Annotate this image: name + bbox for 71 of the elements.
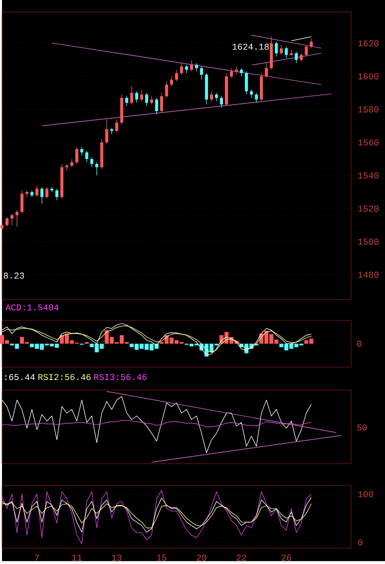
- candlestick: [180, 62, 184, 76]
- candlestick: [140, 89, 144, 102]
- y-tick-label: 1500: [358, 238, 379, 245]
- candlestick: [40, 186, 44, 204]
- candlestick: [304, 44, 308, 57]
- y-tick-label: 1540: [358, 172, 379, 179]
- x-tick-label: 22: [236, 554, 246, 561]
- candlestick: [175, 69, 178, 82]
- x-tick-label: 7: [34, 554, 39, 561]
- candlestick: [165, 81, 168, 98]
- text: RSI2:56.46: [38, 374, 91, 380]
- candlestick: [190, 60, 194, 72]
- text: 50: [357, 424, 367, 431]
- candlestick: [5, 216, 8, 228]
- annotation: 8.23: [4, 272, 24, 279]
- candlestick: [95, 162, 98, 176]
- candlestick: [220, 96, 223, 108]
- candlestick: [145, 92, 148, 106]
- line-series: [2, 490, 312, 544]
- candlestick: [264, 62, 268, 78]
- text: RSI3:56.46: [94, 374, 147, 380]
- chart-title: ACD:1.5404: [5, 304, 59, 310]
- candlestick: [230, 68, 233, 78]
- candlestick: [310, 38, 313, 49]
- y-tick-label: 1580: [358, 106, 379, 112]
- candlestick: [284, 46, 288, 58]
- candlestick: [135, 90, 138, 104]
- candlestick: [195, 62, 198, 72]
- line-series: [2, 497, 312, 533]
- x-tick-label: 13: [112, 554, 122, 561]
- candlestick: [75, 147, 78, 164]
- candlestick: [170, 76, 174, 87]
- candlestick: [280, 44, 283, 56]
- candlestick: [125, 96, 128, 106]
- candlestick: [274, 41, 278, 57]
- x-tick-label: 11: [72, 554, 82, 561]
- candlestick: [260, 72, 263, 102]
- candlestick: [200, 66, 204, 80]
- candlestick: [294, 51, 298, 64]
- candlestick: [45, 186, 48, 199]
- candlestick: [214, 92, 218, 102]
- y-tick-label: 1600: [358, 73, 379, 80]
- y-tick-label: 1480: [358, 272, 379, 278]
- x-tick-label: 26: [282, 554, 292, 561]
- candlestick: [210, 90, 214, 102]
- candlestick: [155, 98, 158, 115]
- candlestick: [240, 68, 243, 77]
- candlestick: [55, 188, 58, 201]
- y-tick-label: 1620: [358, 40, 379, 46]
- candlestick: [15, 210, 18, 228]
- x-tick-label: 15: [156, 554, 166, 561]
- x-tick-label: 20: [196, 554, 206, 561]
- y-tick-label: 1560: [358, 139, 379, 146]
- candlestick: [90, 157, 94, 168]
- candlestick: [10, 213, 14, 226]
- candlestick: [25, 190, 28, 198]
- candlestick: [115, 119, 118, 133]
- candlestick: [85, 150, 88, 163]
- candlestick: [130, 86, 134, 105]
- candlestick: [20, 190, 24, 214]
- y-tick-label: 1520: [358, 206, 379, 212]
- candlestick: [160, 92, 164, 114]
- candlestick: [185, 64, 188, 74]
- text: :65.44: [5, 374, 35, 380]
- annotation: 1624.18: [232, 44, 269, 50]
- y-tick-label: 0: [358, 539, 362, 546]
- candlestick: [254, 92, 258, 104]
- candlestick: [234, 66, 238, 76]
- candlestick: [35, 185, 38, 198]
- candlestick: [244, 71, 248, 95]
- y-tick-label: 100: [358, 491, 374, 498]
